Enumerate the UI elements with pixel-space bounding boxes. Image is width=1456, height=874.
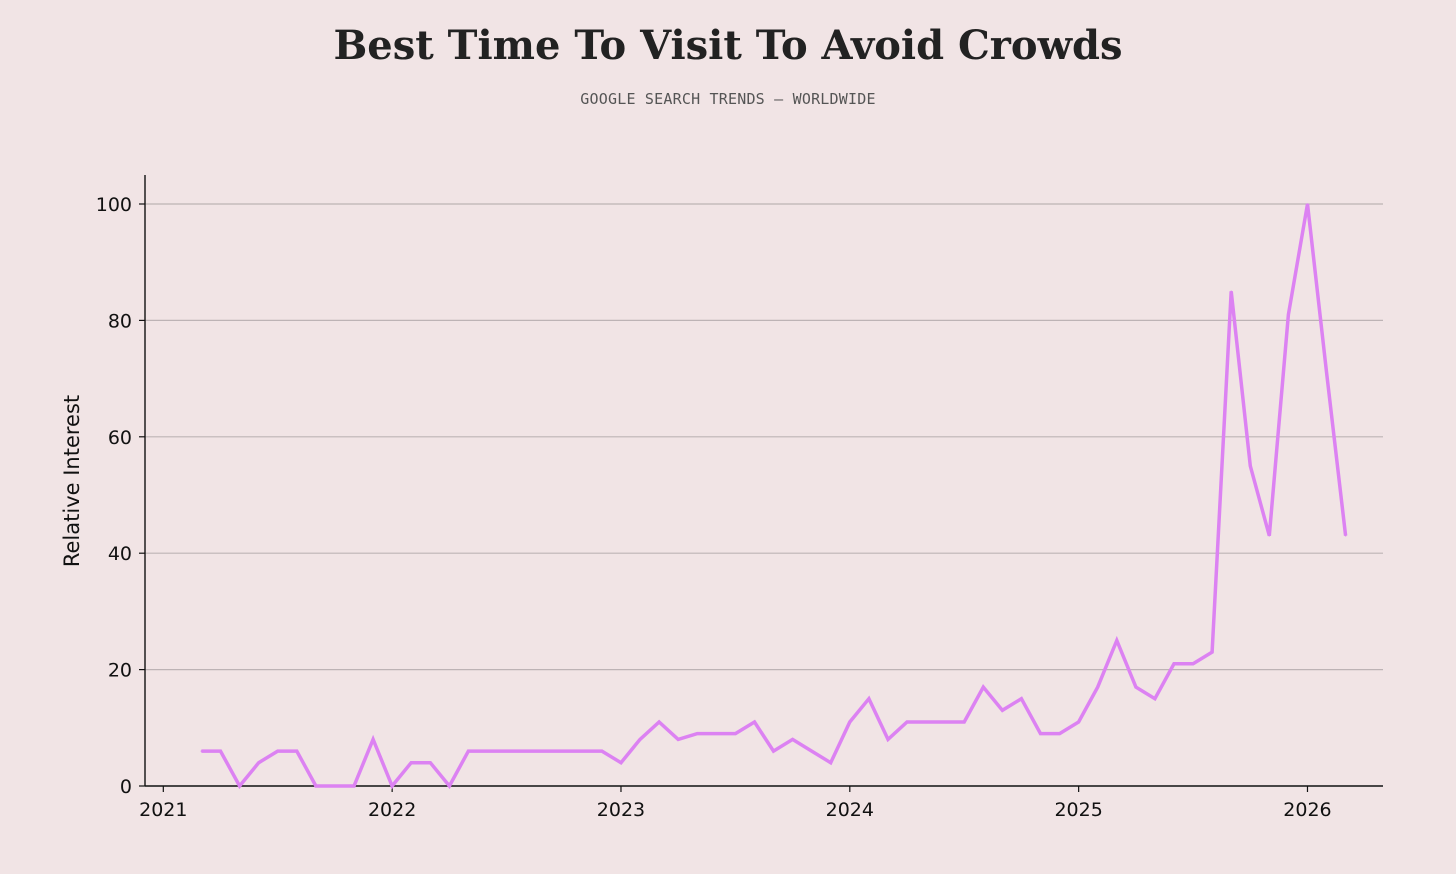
data-point-40 (963, 721, 965, 723)
y-axis-title: Relative Interest (60, 395, 84, 567)
data-point-25 (677, 738, 679, 741)
data-point-34 (849, 721, 851, 723)
data-point-60 (1344, 534, 1347, 537)
y-tick-label-0: 0 (120, 776, 132, 798)
data-point-19 (563, 750, 565, 752)
data-point-51 (1173, 663, 1175, 665)
data-point-16 (505, 750, 508, 752)
data-point-8 (353, 785, 355, 787)
data-point-36 (887, 738, 889, 741)
data-point-33 (829, 761, 832, 764)
data-point-55 (1249, 465, 1252, 467)
data-point-11 (410, 761, 413, 764)
data-point-49 (1135, 686, 1137, 688)
data-point-31 (791, 738, 794, 741)
x-tick-label-2022: 2022 (368, 799, 416, 821)
x-tick-label-2026: 2026 (1283, 799, 1331, 821)
y-tick-label-20: 20 (108, 660, 132, 682)
data-point-48 (1116, 639, 1118, 642)
data-point-18 (543, 750, 546, 752)
data-point-42 (1001, 709, 1004, 712)
x-tick-label-2025: 2025 (1054, 799, 1102, 821)
y-tick-label-80: 80 (108, 310, 132, 332)
series-line-0 (201, 203, 1348, 790)
data-point-43 (1020, 697, 1023, 700)
data-point-58 (1306, 203, 1309, 205)
data-point-35 (868, 697, 870, 700)
data-point-24 (658, 721, 660, 723)
series (200, 203, 1348, 790)
data-point-15 (486, 750, 489, 752)
data-point-1 (219, 750, 222, 752)
data-point-23 (639, 738, 641, 741)
data-point-59 (1325, 372, 1328, 374)
x-tick-label-2023: 2023 (597, 799, 645, 821)
data-point-38 (925, 721, 927, 723)
y-tick-label-40: 40 (108, 543, 132, 565)
axes (139, 175, 1383, 792)
data-point-50 (1154, 697, 1156, 700)
data-point-26 (696, 732, 699, 735)
data-point-53 (1211, 651, 1213, 653)
chart-subtitle: GOOGLE SEARCH TRENDS — WORLDWIDE (580, 90, 876, 108)
x-tick-label-2021: 2021 (139, 799, 187, 821)
data-point-41 (982, 686, 985, 688)
data-point-45 (1058, 732, 1061, 735)
data-point-3 (257, 761, 260, 764)
data-point-17 (524, 750, 527, 752)
data-point-7 (334, 785, 336, 787)
data-point-47 (1096, 686, 1099, 688)
data-point-10 (391, 785, 393, 787)
data-point-0 (200, 750, 203, 752)
data-point-4 (276, 750, 279, 752)
data-point-27 (715, 732, 718, 735)
data-point-28 (734, 732, 737, 735)
data-point-14 (467, 750, 470, 752)
data-point-56 (1268, 534, 1271, 537)
data-point-2 (238, 785, 241, 787)
tick-labels: 0 20 40 60 80 100 2021 2022 2023 2024 2025 2026 (96, 194, 1332, 821)
data-point-5 (296, 750, 298, 752)
data-point-44 (1039, 732, 1042, 735)
data-point-20 (582, 750, 584, 752)
data-point-21 (601, 750, 603, 752)
data-point-6 (315, 785, 317, 787)
data-point-13 (448, 785, 451, 787)
data-point-52 (1192, 663, 1194, 665)
data-point-46 (1077, 721, 1080, 723)
x-tick-label-2024: 2024 (826, 799, 874, 821)
data-point-57 (1287, 313, 1290, 316)
y-tick-label-60: 60 (108, 427, 132, 449)
data-point-30 (772, 750, 775, 752)
data-point-9 (372, 738, 374, 741)
y-tick-label-100: 100 (96, 194, 132, 216)
data-point-37 (906, 721, 908, 723)
data-point-12 (429, 761, 432, 764)
gridlines (145, 203, 1383, 671)
data-point-54 (1230, 290, 1232, 293)
data-point-29 (753, 721, 756, 723)
data-point-22 (620, 761, 622, 764)
data-point-39 (944, 721, 946, 723)
chart-title: Best Time To Visit To Avoid Crowds (333, 22, 1123, 69)
data-point-32 (810, 750, 813, 752)
